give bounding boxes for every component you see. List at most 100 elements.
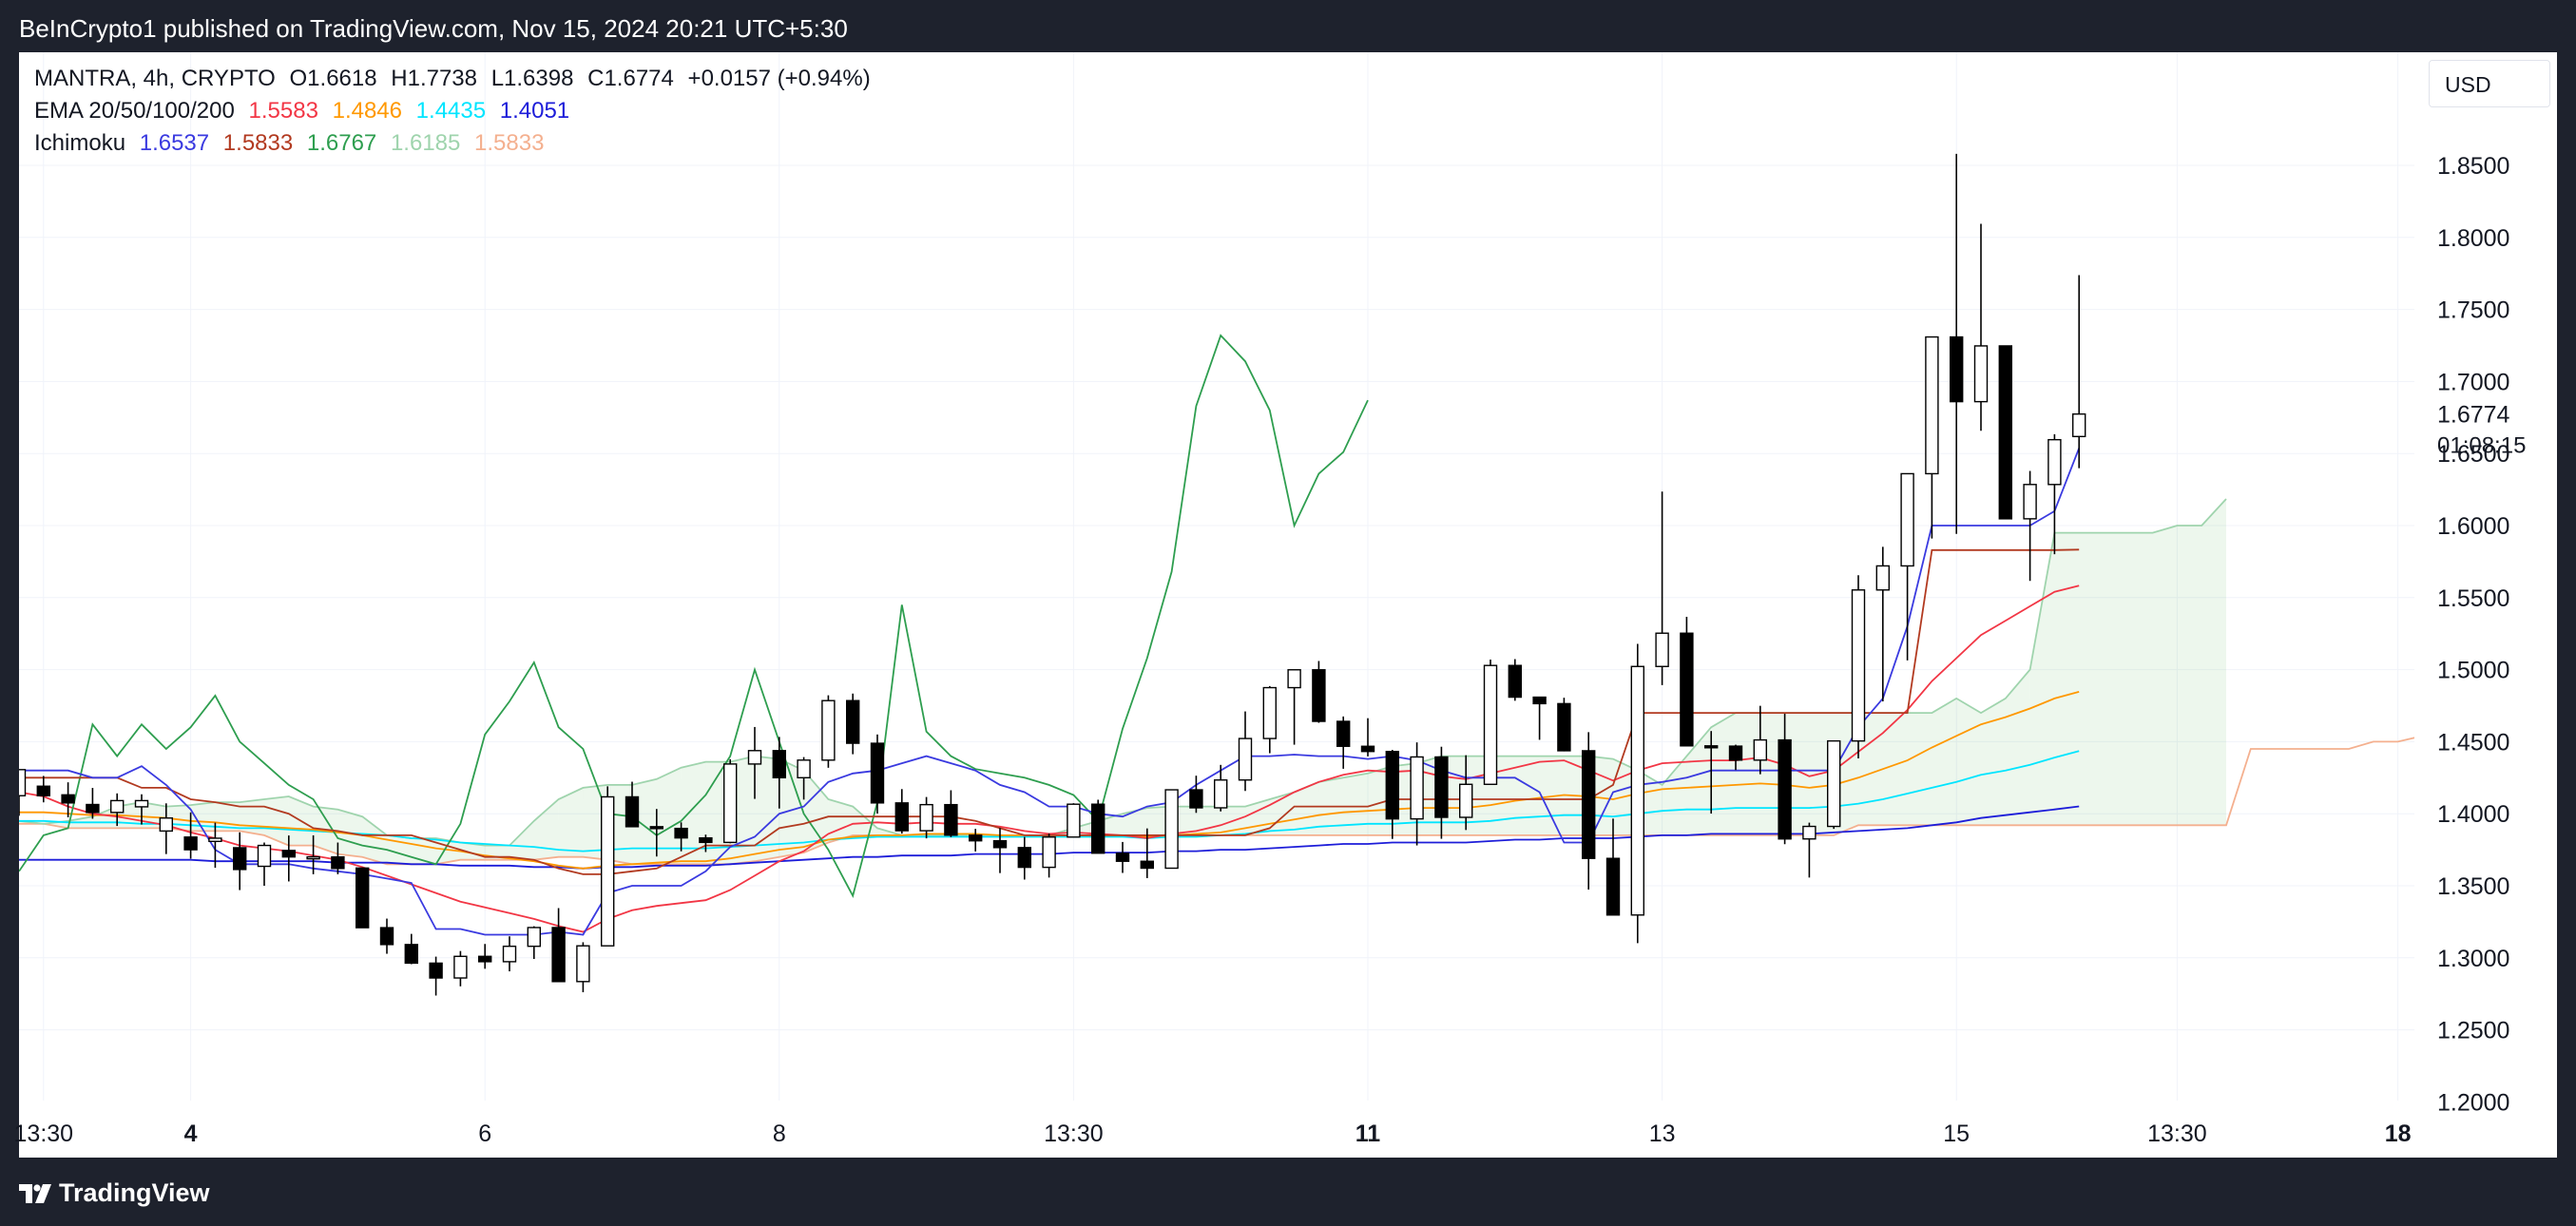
candle-down [1998,345,2013,520]
candle-body [257,844,272,868]
ema200-value: 1.4051 [499,98,570,124]
x-axis-tick-label: 13:30 [14,1121,74,1147]
candle-body [1067,803,1081,838]
candle-up [576,942,590,993]
candle-body [1532,696,1547,705]
candle-body [601,795,615,947]
candle-up [1042,833,1056,878]
candle-body [281,850,296,858]
candle-body [1557,702,1571,752]
candle-body [797,759,811,779]
candle-body [1802,825,1817,840]
candle-up [1925,335,1939,539]
symbol-label[interactable]: MANTRA, 4h, CRYPTO [34,66,276,91]
candle-down [772,737,786,809]
candle-body [527,927,541,948]
kumo-cloud-segment [2079,532,2104,826]
tradingview-logo[interactable]: TradingView [19,1178,210,1208]
y-axis-tick-label: 1.5000 [2437,658,2509,684]
kumo-cloud-segment [779,758,804,857]
kumo-cloud-segment [2029,532,2055,826]
x-axis-tick-label: 18 [2385,1121,2412,1147]
candle-body [1410,756,1424,820]
candle-body [1042,836,1056,869]
publisher-header: BeInCrypto1 published on TradingView.com… [19,14,848,43]
ema-indicator-label[interactable]: EMA 20/50/100/200 [34,98,235,124]
candle-down [674,822,688,852]
candle-down [1360,718,1375,757]
plot-area [19,52,2414,1101]
candle-body [86,803,100,814]
candle-down [969,829,983,852]
candle-body [1458,783,1473,818]
candle-body [1090,803,1105,854]
candle-body [1605,857,1621,916]
ichimoku-row: Ichimoku 1.6537 1.5833 1.6767 1.6185 1.5… [34,127,878,160]
candle-body [36,785,50,796]
kumo-cloud-segment [1956,698,1981,826]
kumo-cloud-segment [2152,526,2178,826]
kumo-cloud-segment [362,816,387,865]
ohlc-open: O1.6618 [289,66,377,91]
kumo-cloud-segment [1514,756,1540,835]
candle-body [919,803,933,832]
candle-down [1778,713,1792,845]
candle-down [992,828,1008,873]
candle-body [969,834,983,842]
candle-down [61,782,75,817]
candle-body [1483,664,1498,785]
candle-up [1483,659,1498,785]
candle-down [1312,661,1326,723]
candle-down [1581,732,1596,890]
candle-down [1336,716,1351,769]
candle-up [1630,643,1645,944]
candle-up [1213,764,1228,812]
kumo-cloud-segment [2177,526,2202,826]
kumo-cloud-segment [2104,532,2128,826]
x-axis-tick-label: 13 [1649,1121,1676,1147]
candle-down [551,908,566,983]
candle-down [1017,836,1032,880]
candle-body [183,836,198,851]
y-axis-tick-label: 1.6000 [2437,513,2509,540]
kumo-cloud-segment [1269,792,1295,835]
kumo-cloud-segment [1196,806,1221,835]
candle-body [1262,686,1278,739]
kumo-cloud-segment [1932,698,1957,826]
candle-body [1630,665,1645,916]
ohlc-low: L1.6398 [490,66,574,91]
candle-down [846,693,860,755]
currency-button[interactable]: USD [2429,60,2550,107]
candle-body [502,945,517,963]
candle-body [894,802,909,832]
candle-down [1434,746,1449,839]
candle-body [61,794,75,804]
kumo-cloud-segment [264,796,289,846]
candle-up [1238,711,1253,792]
candle-up [208,822,222,869]
candle-down [1532,696,1547,740]
candle-up [2023,470,2037,582]
candle-up [1826,739,1841,830]
candle-up [2071,275,2086,469]
candle-up [821,695,836,768]
candle-body [1851,589,1866,742]
y-axis-tick-label: 1.4500 [2437,729,2509,756]
kumo-cloud-segment [533,799,559,860]
candle-body [331,855,345,870]
footer-bar: TradingView [0,1158,2576,1226]
candle-body [1238,738,1253,781]
candle-up [723,758,738,844]
candle-body [1655,632,1669,667]
kumo-cloud-segment [1907,713,1932,826]
ohlc-close: C1.6774 [587,66,674,91]
chart-legend: MANTRA, 4h, CRYPTO O1.6618 H1.7738 L1.63… [34,63,878,160]
kumo-cloud-segment [190,802,216,832]
candle-body [19,769,27,796]
kijun-value: 1.5833 [222,130,294,156]
ema20-value: 1.5583 [248,98,318,124]
ichimoku-indicator-label[interactable]: Ichimoku [34,130,126,156]
kumo-cloud-segment [755,756,779,862]
candle-body [1164,789,1179,870]
